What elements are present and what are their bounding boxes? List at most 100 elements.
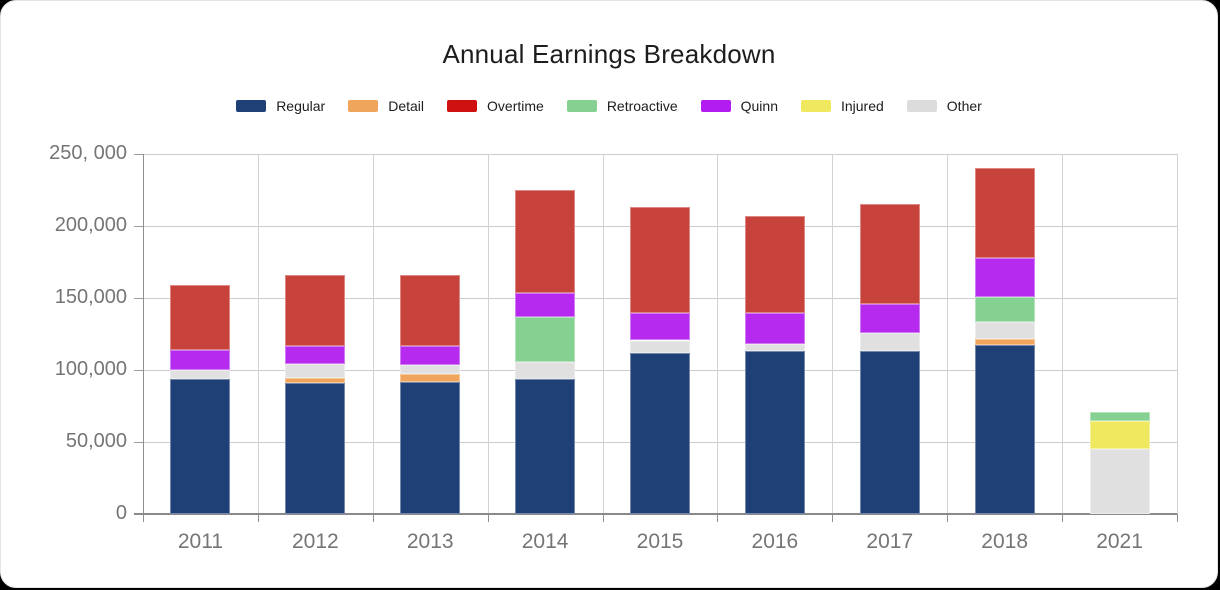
bar-segment-regular-2013[interactable]	[400, 381, 461, 514]
y-axis-label: 250, 000	[49, 142, 127, 164]
bar-segment-quinn-2012[interactable]	[285, 345, 346, 364]
bar-segment-regular-2016[interactable]	[744, 351, 805, 514]
bar-segment-regular-2011[interactable]	[170, 378, 231, 514]
bar-segment-retroactive-2014[interactable]	[515, 316, 576, 363]
bar-2016	[744, 154, 805, 514]
chart-title: Annual Earnings Breakdown	[442, 39, 776, 69]
y-axis-line	[143, 154, 144, 520]
x-axis-label: 2018	[981, 530, 1029, 553]
legend-item-detail[interactable]: Detail	[348, 98, 424, 114]
x-axis-label: 2016	[751, 530, 799, 553]
bar-segment-regular-2017[interactable]	[859, 351, 920, 514]
legend-label: Regular	[276, 98, 326, 114]
bar-segment-quinn-2016[interactable]	[744, 313, 805, 345]
x-axis-tick	[373, 514, 374, 522]
bar-segment-regular-2015[interactable]	[630, 353, 690, 514]
v-gridline	[1062, 154, 1063, 514]
bar-segment-other-2016[interactable]	[744, 344, 805, 352]
bar-segment-overtime-2015[interactable]	[630, 206, 690, 314]
bar-segment-overtime-2016[interactable]	[744, 215, 805, 314]
x-axis-label: 2021	[1096, 530, 1143, 553]
v-gridline	[258, 154, 259, 514]
bar-2011	[170, 154, 231, 514]
bar-segment-other-2021[interactable]	[1089, 449, 1150, 514]
x-axis-line	[134, 513, 1177, 515]
legend-label: Injured	[840, 98, 884, 114]
bar-segment-other-2014[interactable]	[515, 362, 576, 379]
x-axis-label: 2015	[636, 530, 684, 553]
y-axis-label: 200,000	[54, 214, 127, 236]
h-gridline	[143, 154, 1177, 155]
legend-item-overtime[interactable]: Overtime	[447, 98, 544, 114]
bar-segment-overtime-2011[interactable]	[170, 285, 231, 350]
legend-swatch-icon	[800, 100, 831, 112]
bar-2018	[974, 154, 1035, 514]
legend-swatch-icon	[236, 100, 267, 112]
bar-segment-regular-2014[interactable]	[515, 378, 576, 514]
bar-segment-retroactive-2021[interactable]	[1089, 411, 1150, 422]
bar-segment-regular-2018[interactable]	[974, 344, 1035, 514]
y-axis-tick	[134, 298, 143, 299]
bar-segment-overtime-2017[interactable]	[859, 203, 920, 305]
bar-2014	[515, 154, 576, 514]
x-axis-label: 2011	[177, 530, 224, 553]
v-gridline	[717, 154, 718, 514]
v-gridline	[947, 154, 948, 514]
bar-2012	[285, 154, 346, 514]
x-axis-tick	[717, 514, 718, 522]
x-axis-tick	[832, 514, 833, 522]
x-axis-label: 2017	[866, 530, 914, 553]
bar-segment-other-2017[interactable]	[859, 332, 920, 352]
x-axis-tick	[488, 514, 489, 522]
bar-segment-quinn-2015[interactable]	[630, 313, 690, 341]
legend-item-quinn[interactable]: Quinn	[700, 98, 778, 114]
bar-segment-quinn-2011[interactable]	[170, 349, 231, 370]
bar-segment-detail-2012[interactable]	[285, 377, 346, 383]
v-gridline	[832, 154, 833, 514]
legend-label: Retroactive	[606, 98, 678, 114]
v-gridline	[1177, 154, 1178, 514]
y-axis-label: 0	[115, 502, 127, 524]
bar-segment-injured-2021[interactable]	[1089, 421, 1150, 450]
bar-2013	[400, 154, 461, 514]
legend-swatch-icon	[906, 100, 937, 112]
y-axis-tick	[134, 442, 143, 443]
legend-label: Other	[946, 98, 982, 114]
x-axis-tick	[1062, 514, 1063, 522]
bar-segment-overtime-2018[interactable]	[974, 168, 1035, 259]
x-axis-tick	[1177, 514, 1178, 522]
legend-item-regular[interactable]: Regular	[236, 98, 325, 114]
x-axis-label: 2012	[291, 530, 339, 553]
v-gridline	[373, 154, 374, 514]
bar-segment-other-2018[interactable]	[974, 321, 1035, 340]
legend-label: Overtime	[487, 98, 544, 114]
bar-segment-other-2012[interactable]	[285, 363, 346, 378]
y-axis-label: 50,000	[65, 430, 127, 452]
bar-segment-quinn-2017[interactable]	[859, 304, 920, 333]
bar-2017	[859, 154, 920, 514]
bar-segment-other-2015[interactable]	[630, 340, 690, 354]
bar-segment-quinn-2013[interactable]	[400, 346, 461, 365]
bar-segment-overtime-2014[interactable]	[515, 190, 576, 293]
bar-segment-quinn-2014[interactable]	[515, 292, 576, 317]
legend-item-retroactive[interactable]: Retroactive	[566, 98, 678, 114]
bar-segment-regular-2012[interactable]	[285, 382, 346, 514]
bar-segment-other-2011[interactable]	[170, 370, 231, 379]
y-axis-tick	[134, 370, 143, 371]
x-axis-label: 2013	[406, 530, 454, 553]
bar-segment-quinn-2018[interactable]	[974, 258, 1035, 298]
bar-segment-overtime-2013[interactable]	[400, 274, 461, 347]
bar-segment-retroactive-2018[interactable]	[974, 297, 1035, 322]
legend-item-injured[interactable]: Injured	[800, 98, 884, 114]
legend-swatch-icon	[348, 100, 379, 112]
bar-segment-other-2013[interactable]	[400, 364, 461, 375]
y-axis-tick	[134, 226, 143, 227]
bar-segment-detail-2018[interactable]	[974, 339, 1035, 345]
legend-label: Detail	[388, 98, 425, 114]
y-axis-label: 100,000	[54, 358, 127, 380]
chart-legend: Regular Detail Overtime Retroactive Quinn Inj…	[1, 98, 1217, 114]
bar-segment-overtime-2012[interactable]	[285, 274, 346, 346]
legend-item-other[interactable]: Other	[906, 98, 982, 114]
bar-segment-detail-2013[interactable]	[400, 374, 461, 382]
